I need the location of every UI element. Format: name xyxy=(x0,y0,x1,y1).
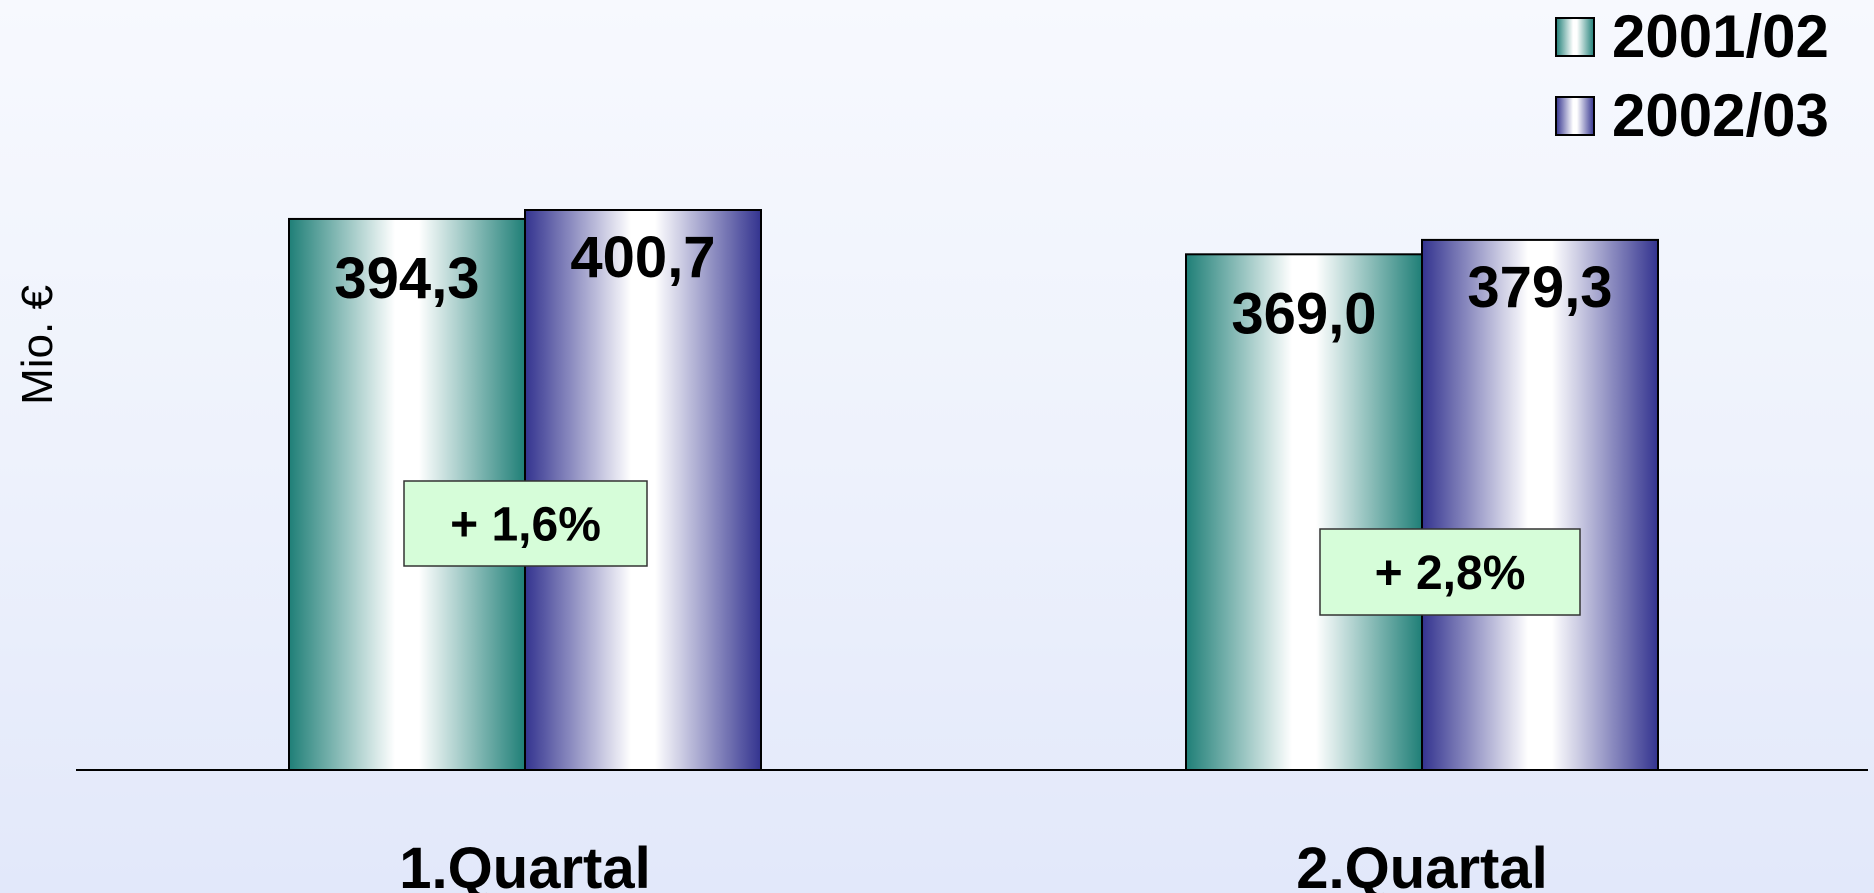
bar-2002-03-2 xyxy=(1421,238,1659,772)
category-label-1: 1.Quartal xyxy=(399,836,650,893)
change-box-2 xyxy=(1319,528,1581,616)
category-label-2: 2.Quartal xyxy=(1296,836,1547,893)
bar-2001-02-2 xyxy=(1185,253,1423,771)
data-label-2002-03-1: 400,7 xyxy=(570,225,715,290)
change-boxes-group: + 1,6% + 2,8% xyxy=(403,480,1581,616)
category-labels-group: 1.Quartal 2.Quartal xyxy=(399,836,1547,893)
legend-label-2001-02: 2001/02 xyxy=(1612,3,1829,70)
data-label-2002-03-2: 379,3 xyxy=(1467,255,1612,320)
change-label-1: + 1,6% xyxy=(450,499,601,552)
change-label-2: + 2,8% xyxy=(1375,547,1526,600)
legend-label-2002-03: 2002/03 xyxy=(1612,82,1829,149)
data-label-2001-02-1: 394,3 xyxy=(334,246,479,311)
data-labels-group: 394,3 400,7 369,0 379,3 xyxy=(334,225,1612,346)
legend-swatch-2001-02 xyxy=(1555,17,1595,57)
data-label-2001-02-2: 369,0 xyxy=(1231,281,1376,346)
legend-swatch-2002-03 xyxy=(1555,96,1595,136)
change-box-1 xyxy=(403,480,648,567)
legend: 2001/02 2002/03 xyxy=(1555,3,1829,149)
y-axis-label: Mio. € xyxy=(13,285,62,405)
bars-group xyxy=(288,209,1659,772)
